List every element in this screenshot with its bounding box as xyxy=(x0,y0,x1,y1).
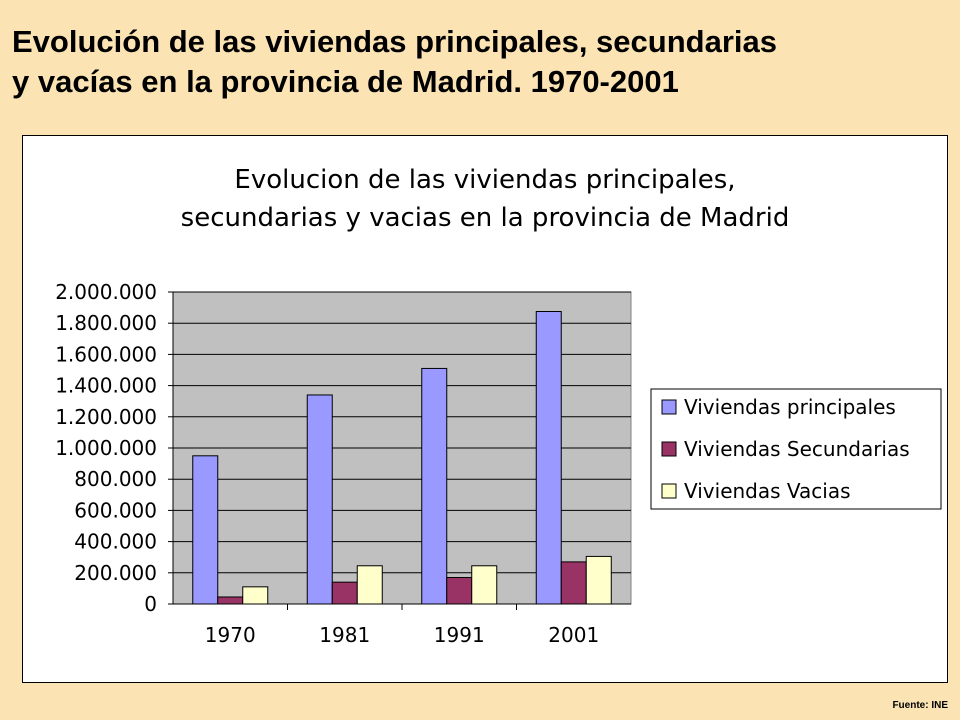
bar-viviendas-principales-1970 xyxy=(192,455,219,605)
y-tick-label: 600.000 xyxy=(74,498,157,522)
bar-viviendas-principales-1981 xyxy=(306,394,333,605)
y-tick-label: 2.000.000 xyxy=(55,280,157,304)
y-tick-label: 1.600.000 xyxy=(55,342,157,366)
legend-label: Viviendas Secundarias xyxy=(684,437,910,461)
x-tick-label: 2001 xyxy=(548,623,599,647)
x-tick-label: 1981 xyxy=(319,623,370,647)
chart-frame: Evolucion de las viviendas principales, … xyxy=(22,135,948,683)
plot-area: 0 200.000 400.000 600.000 800.000 1.000.000 1.… xyxy=(55,280,632,647)
bar-chart: Evolucion de las viviendas principales, … xyxy=(55,165,942,647)
bar-viviendas-vacias-1981 xyxy=(356,565,383,605)
slide-title-line-1: Evolución de las viviendas principales, … xyxy=(12,24,777,59)
bar-viviendas-secundarias-2001 xyxy=(560,561,587,605)
slide-title: Evolución de las viviendas principales, … xyxy=(12,22,952,102)
y-tick-label: 1.200.000 xyxy=(55,405,157,429)
bar-viviendas-vacias-2001 xyxy=(585,555,612,605)
y-tick-label: 400.000 xyxy=(74,530,157,554)
source-note: Fuente: INE xyxy=(892,700,948,711)
y-tick-label: 200.000 xyxy=(74,561,157,585)
bar-viviendas-principales-2001 xyxy=(535,311,562,605)
bar-viviendas-vacias-1970 xyxy=(242,586,269,605)
legend-swatch-viviendas-secundarias xyxy=(661,441,677,457)
legend-swatch-viviendas-principales xyxy=(661,399,677,415)
bar-viviendas-secundarias-1981 xyxy=(331,581,358,605)
legend: Viviendas principales Viviendas Secundari… xyxy=(650,388,942,510)
legend-label: Viviendas Vacias xyxy=(684,479,851,503)
y-tick-label: 800.000 xyxy=(74,467,157,491)
legend-swatch-viviendas-vacias xyxy=(661,483,677,499)
bar-viviendas-vacias-1991 xyxy=(471,565,498,605)
chart-title-line-2: secundarias y vacias en la provincia de … xyxy=(181,203,790,233)
bar-viviendas-principales-1991 xyxy=(421,367,448,605)
y-tick-label: 0 xyxy=(144,592,157,616)
x-tick-label: 1991 xyxy=(434,623,485,647)
x-tick-label: 1970 xyxy=(205,623,256,647)
y-tick-label: 1.400.000 xyxy=(55,374,157,398)
bar-viviendas-secundarias-1991 xyxy=(446,576,473,605)
legend-box xyxy=(650,388,942,510)
chart-title-line-1: Evolucion de las viviendas principales, xyxy=(234,165,735,195)
legend-label: Viviendas principales xyxy=(684,395,896,419)
bar-viviendas-secundarias-1970 xyxy=(217,596,244,605)
y-tick-label: 1.800.000 xyxy=(55,311,157,335)
slide-title-line-2: y vacías en la provincia de Madrid. 1970… xyxy=(12,64,679,99)
y-tick-label: 1.000.000 xyxy=(55,436,157,460)
